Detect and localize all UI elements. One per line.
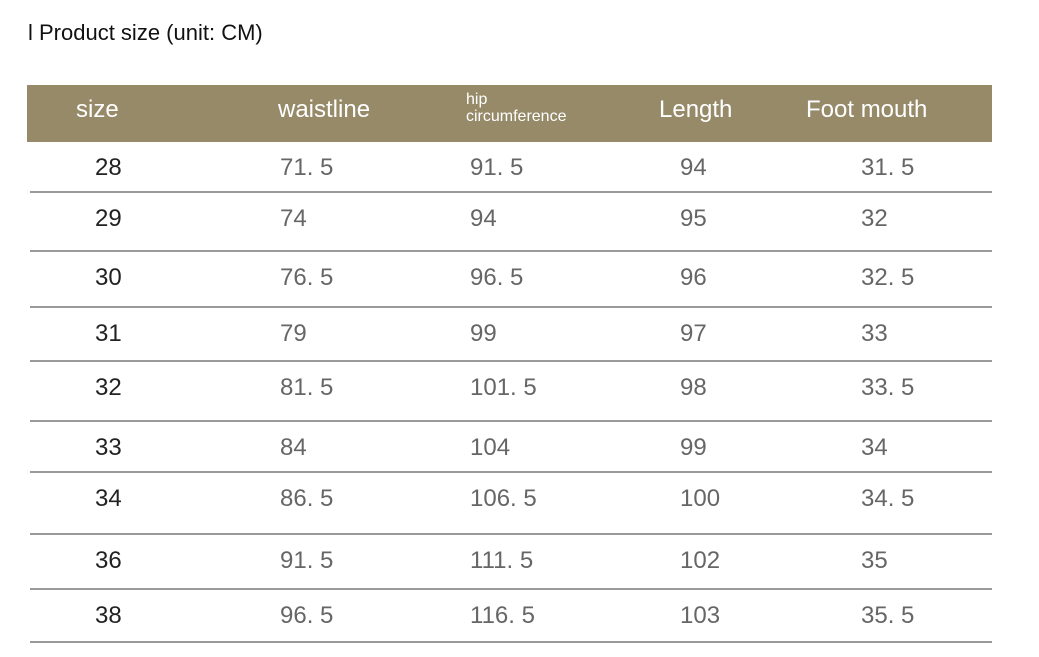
cell-waistline: 81. 5 [280, 374, 334, 401]
cell-length: 96 [680, 264, 707, 291]
cell-foot-mouth: 35. 5 [861, 602, 915, 629]
cell-foot-mouth: 34. 5 [861, 485, 915, 512]
header-length: Length [659, 96, 733, 123]
cell-length: 98 [680, 374, 707, 401]
header-waistline: waistline [278, 96, 371, 123]
table-row: 30 76. 5 96. 5 96 32. 5 [30, 252, 992, 308]
table-row: 32 81. 5 101. 5 98 33. 5 [30, 362, 992, 422]
cell-hip-circumference: 99 [470, 320, 497, 347]
table-row: 28 71. 5 91. 5 94 31. 5 [30, 142, 992, 193]
cell-size: 31 [95, 320, 122, 347]
cell-hip-circumference: 91. 5 [470, 154, 524, 181]
table-header: size waistline hip circumference Length F… [27, 85, 992, 142]
cell-hip-circumference: 116. 5 [470, 602, 535, 629]
header-hip-line2: circumference [466, 108, 567, 125]
header-hip-line1: hip [466, 91, 488, 108]
cell-foot-mouth: 33. 5 [861, 374, 915, 401]
cell-hip-circumference: 106. 5 [470, 485, 537, 512]
cell-length: 99 [680, 434, 707, 461]
header-size: size [76, 96, 119, 123]
cell-waistline: 79 [280, 320, 307, 347]
cell-foot-mouth: 32. 5 [861, 264, 915, 291]
cell-size: 32 [95, 374, 122, 401]
cell-size: 38 [95, 602, 122, 629]
cell-waistline: 76. 5 [280, 264, 334, 291]
cell-size: 33 [95, 434, 122, 461]
header-hip-circumference: hip circumference [466, 91, 566, 125]
table-row: 29 74 94 95 32 [30, 193, 992, 252]
cell-length: 94 [680, 154, 707, 181]
cell-foot-mouth: 33 [861, 320, 888, 347]
table-row: 33 84 104 99 34 [30, 422, 992, 473]
cell-foot-mouth: 34 [861, 434, 888, 461]
cell-size: 36 [95, 547, 122, 574]
cell-length: 102 [680, 547, 721, 574]
cell-size: 28 [95, 154, 122, 181]
table-row: 31 79 99 97 33 [30, 308, 992, 362]
cell-waistline: 96. 5 [280, 602, 334, 629]
cell-hip-circumference: 104 [470, 434, 511, 461]
cell-foot-mouth: 31. 5 [861, 154, 915, 181]
cell-length: 100 [680, 485, 721, 512]
page-title: l Product size (unit: CM) [28, 20, 263, 45]
cell-hip-circumference: 111. 5 [470, 547, 534, 574]
table-row: 36 91. 5 111. 5 102 35 [30, 535, 992, 590]
cell-waistline: 74 [280, 205, 307, 232]
cell-waistline: 71. 5 [280, 154, 334, 181]
cell-size: 34 [95, 485, 122, 512]
cell-size: 30 [95, 264, 122, 291]
cell-size: 29 [95, 205, 122, 232]
cell-length: 103 [680, 602, 721, 629]
cell-foot-mouth: 32 [861, 205, 888, 232]
cell-length: 95 [680, 205, 707, 232]
cell-waistline: 86. 5 [280, 485, 334, 512]
header-foot-mouth: Foot mouth [806, 96, 928, 123]
table-row: 38 96. 5 116. 5 103 35. 5 [30, 590, 992, 643]
cell-foot-mouth: 35 [861, 547, 888, 574]
cell-hip-circumference: 94 [470, 205, 497, 232]
cell-hip-circumference: 101. 5 [470, 374, 537, 401]
cell-waistline: 84 [280, 434, 307, 461]
cell-waistline: 91. 5 [280, 547, 334, 574]
cell-length: 97 [680, 320, 707, 347]
table-row: 34 86. 5 106. 5 100 34. 5 [30, 473, 992, 535]
cell-hip-circumference: 96. 5 [470, 264, 524, 291]
